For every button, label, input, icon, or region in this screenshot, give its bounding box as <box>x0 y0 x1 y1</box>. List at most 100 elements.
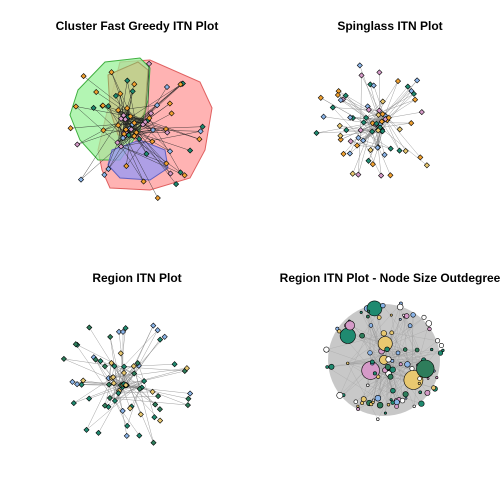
network-node <box>173 181 180 188</box>
network-edge <box>385 118 400 151</box>
network-node <box>367 146 374 154</box>
network-node <box>376 315 382 320</box>
network-edge <box>392 352 441 362</box>
network-node <box>399 397 406 404</box>
network-node <box>166 100 173 107</box>
network-node <box>101 171 108 178</box>
network-edge <box>385 99 416 120</box>
network-edge <box>362 140 382 176</box>
network-node <box>390 388 396 394</box>
network-node <box>115 390 122 397</box>
network-node <box>376 69 383 76</box>
network-node <box>124 422 131 429</box>
network-node <box>347 114 354 121</box>
network-node <box>402 391 409 398</box>
network-edge <box>147 63 150 121</box>
network-edge <box>381 90 412 130</box>
network-edge <box>388 111 422 119</box>
network-node <box>184 402 191 409</box>
network-node <box>384 346 390 352</box>
network-node <box>421 314 427 320</box>
network-edge <box>347 359 384 364</box>
network-edge <box>363 370 386 400</box>
network-edge <box>109 336 122 386</box>
network-node <box>139 121 146 128</box>
network-edge <box>340 129 383 136</box>
network-node <box>77 176 85 183</box>
network-node <box>134 360 141 367</box>
panel-title-region: Region ITN Plot <box>92 271 181 285</box>
network-edge <box>117 125 122 147</box>
network-node <box>115 328 123 335</box>
network-edge <box>332 107 380 111</box>
network-edge <box>375 124 382 176</box>
network-node <box>323 346 330 353</box>
network-node <box>389 313 393 317</box>
network-node <box>363 114 370 121</box>
network-region <box>60 322 194 446</box>
network-node <box>408 87 415 95</box>
network-edge <box>390 340 438 377</box>
network-edge <box>393 325 411 371</box>
network-node <box>122 325 129 332</box>
network-node <box>320 113 327 120</box>
network-node <box>122 382 129 389</box>
network-edge <box>111 377 153 393</box>
network-edge <box>102 105 130 129</box>
network-node <box>152 401 159 408</box>
network-node <box>117 90 124 97</box>
network-node <box>389 398 393 402</box>
network-edge <box>392 306 401 370</box>
network-node <box>130 363 137 370</box>
network-edge <box>379 364 408 406</box>
network-edge <box>357 145 379 148</box>
network-edge <box>367 316 371 353</box>
network-node <box>410 312 416 318</box>
network-node <box>115 122 122 129</box>
network-node <box>404 83 411 90</box>
network-node <box>403 347 408 352</box>
network-node <box>395 350 401 356</box>
network-edge <box>124 370 185 386</box>
network-node <box>417 154 424 161</box>
network-node <box>83 426 90 433</box>
network-edge <box>403 315 408 365</box>
network-node <box>408 120 415 127</box>
network-edge <box>133 366 154 443</box>
network-node <box>337 136 344 143</box>
network-node <box>366 383 370 387</box>
network-node <box>369 128 376 135</box>
network-node <box>100 127 107 134</box>
network-node <box>378 172 385 179</box>
network-node <box>336 122 343 129</box>
network-edge <box>403 315 418 351</box>
network-node <box>385 114 392 121</box>
network-node <box>163 83 171 91</box>
network-node <box>437 350 444 356</box>
network-node <box>147 110 155 117</box>
network-edge <box>393 369 397 403</box>
network-node <box>108 359 115 367</box>
network-node <box>435 338 441 344</box>
network-edge <box>108 362 112 385</box>
network-node <box>124 77 131 84</box>
network-node <box>121 363 128 370</box>
network-node <box>370 82 377 89</box>
network-node <box>376 374 381 379</box>
network-node <box>111 363 118 370</box>
network-edge <box>373 349 418 401</box>
network-node <box>317 94 324 101</box>
network-node <box>356 62 363 69</box>
network-node <box>366 314 370 319</box>
network-node <box>379 98 386 105</box>
network-node <box>367 81 374 88</box>
network-edge <box>149 117 181 173</box>
network-node <box>371 400 375 404</box>
panel-title-spinglass: Spinglass ITN Plot <box>337 19 442 33</box>
network-node <box>372 371 377 376</box>
network-node <box>426 377 430 380</box>
network-node <box>354 142 361 149</box>
network-node <box>384 363 391 370</box>
network-edge <box>391 315 401 365</box>
network-node <box>387 373 394 380</box>
